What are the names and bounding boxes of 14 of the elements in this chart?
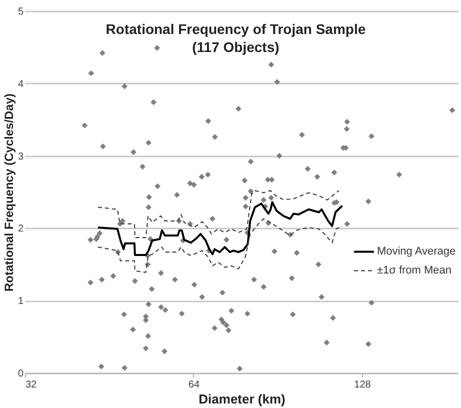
x-tick-label: 32 — [26, 380, 38, 390]
y-tick-label: 5 — [18, 6, 24, 18]
y-tick-label: 4 — [18, 78, 24, 90]
x-tick-label: 128 — [354, 380, 372, 390]
y-tick-label: 1 — [18, 296, 24, 308]
y-tick-label: 2 — [18, 224, 24, 235]
legend-label: Moving Average — [376, 246, 456, 258]
y-axis-title: Rotational Frequency (Cycles/Day) — [2, 93, 16, 292]
legend-label: ±1σ from Mean — [376, 264, 452, 277]
x-axis-title: Diameter (km) — [198, 392, 286, 406]
x-tick-label: 64 — [188, 380, 200, 390]
text: Rotational Frequency of Trojan Sample (117 Objects) — [106, 21, 366, 55]
y-tick-label: 0 — [18, 368, 24, 380]
y-tick-label: 3 — [18, 151, 24, 162]
